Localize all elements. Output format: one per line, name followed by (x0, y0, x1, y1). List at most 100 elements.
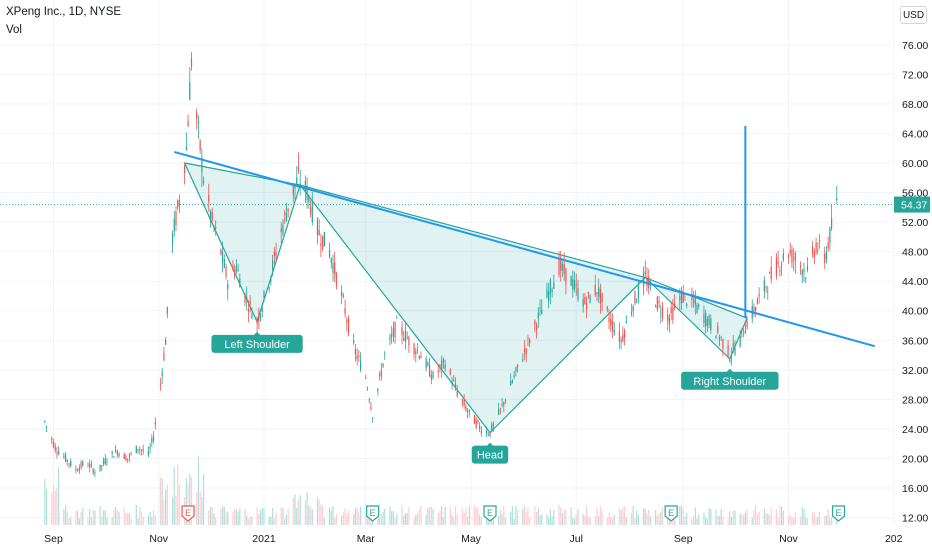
candle-body (806, 266, 809, 271)
candle-body (197, 121, 200, 124)
candle-body (549, 280, 551, 295)
volume-bar (128, 513, 131, 525)
volume-bar (64, 505, 67, 525)
currency-button[interactable]: USD (900, 6, 927, 24)
candle-body (599, 289, 602, 304)
candle-body (184, 165, 186, 173)
volume-bar (525, 511, 527, 525)
candle-body (135, 445, 137, 453)
candle-body (78, 467, 80, 471)
candle-body (625, 321, 627, 323)
candle-body (202, 181, 205, 184)
candle-body (163, 352, 165, 360)
volume-bar (220, 508, 222, 525)
volume-bar (70, 516, 72, 525)
volume-bar (285, 514, 288, 525)
volume-bar (636, 510, 638, 525)
volume-bar (394, 518, 396, 525)
volume-bar (280, 507, 282, 525)
volume-bar (454, 506, 457, 525)
candle-body (316, 220, 319, 235)
volume-bar (732, 510, 734, 525)
candle-body (280, 228, 282, 233)
volume-bar (787, 515, 790, 525)
volume-bar (396, 513, 398, 525)
volume-bar (125, 513, 127, 525)
volume-bar (739, 513, 741, 525)
candle-body (358, 355, 360, 357)
volume-bar (401, 505, 403, 525)
candle-body (377, 388, 379, 391)
volume-bar (247, 518, 250, 525)
candle-body (425, 358, 427, 369)
candle-body (118, 453, 120, 457)
volume-bar (775, 509, 778, 525)
price-tick-label: 12.00 (902, 513, 928, 525)
volume-bar (244, 508, 246, 525)
candle-body (741, 328, 743, 331)
volume-bar (817, 516, 819, 525)
candle-body (94, 472, 96, 474)
volume-bar (139, 507, 141, 525)
volume-bar (330, 510, 332, 525)
volume-bar (211, 506, 213, 525)
volume-bar (382, 511, 384, 525)
volume-bar (803, 509, 805, 525)
volume-bar (684, 516, 686, 525)
candle-body (648, 276, 650, 288)
candle-body (623, 330, 626, 338)
volume-bar (601, 509, 603, 525)
volume-bar (644, 508, 646, 525)
candle-body (686, 303, 688, 306)
volume-bar (44, 479, 46, 525)
price-tick-label: 20.00 (902, 454, 928, 466)
volume-bar (323, 517, 325, 525)
volume-bar (734, 510, 736, 525)
volume-bar (753, 509, 755, 525)
volume-bar (515, 506, 517, 525)
candle-body (825, 252, 828, 259)
volume-bar (177, 465, 179, 525)
volume-bar (439, 510, 441, 525)
volume-bar (316, 497, 319, 525)
volume-bar (751, 517, 753, 525)
volume-bar (537, 508, 539, 525)
candle-body (498, 409, 500, 415)
volume-bar (378, 518, 381, 525)
volume-bar (492, 518, 495, 525)
volume-bar (384, 508, 386, 525)
candle-body (548, 291, 550, 302)
candle-body (606, 307, 608, 310)
time-tick-label: Jul (570, 533, 583, 545)
volume-bar (491, 515, 493, 525)
volume-bar (534, 506, 536, 525)
volume-bar (546, 514, 548, 525)
candle-body (249, 301, 251, 303)
volume-bar (294, 494, 296, 525)
volume-bar (611, 517, 614, 525)
candle-body (442, 358, 445, 363)
candle-body (332, 263, 334, 274)
volume-bar (258, 513, 260, 525)
candle-body (770, 266, 772, 280)
volume-bar (730, 517, 733, 525)
volume-bar (765, 513, 767, 525)
volume-bar (829, 518, 831, 525)
volume-bar (171, 497, 174, 525)
volume-bar (437, 512, 439, 525)
candle-body (80, 462, 82, 468)
volume-bar (594, 516, 596, 525)
volume-bar (649, 516, 652, 525)
candle-body (142, 449, 144, 452)
candle-body (342, 295, 344, 297)
volume-indicator-label[interactable]: Vol (6, 24, 22, 36)
annotation-labels[interactable]: Left Shoulder Head Right Shoulder (211, 331, 779, 464)
candle-body (501, 404, 503, 406)
candle-body (706, 318, 708, 327)
candle-body (718, 337, 721, 340)
volume-bars (44, 456, 838, 525)
trendline-group[interactable] (173, 150, 876, 348)
